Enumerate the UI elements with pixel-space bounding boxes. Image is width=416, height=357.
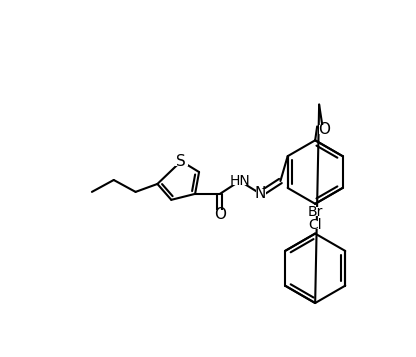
Text: O: O [318, 122, 330, 137]
Bar [308, 220, 322, 229]
Bar [215, 210, 225, 219]
Text: N: N [255, 186, 266, 201]
Bar [175, 156, 188, 166]
Text: Br: Br [307, 205, 323, 219]
Bar [306, 207, 324, 216]
Text: Cl: Cl [308, 218, 322, 232]
Text: HN: HN [229, 174, 250, 188]
Bar [255, 190, 265, 198]
Bar [319, 125, 329, 134]
Bar [231, 176, 249, 185]
Text: S: S [176, 154, 186, 169]
Text: O: O [214, 207, 226, 222]
